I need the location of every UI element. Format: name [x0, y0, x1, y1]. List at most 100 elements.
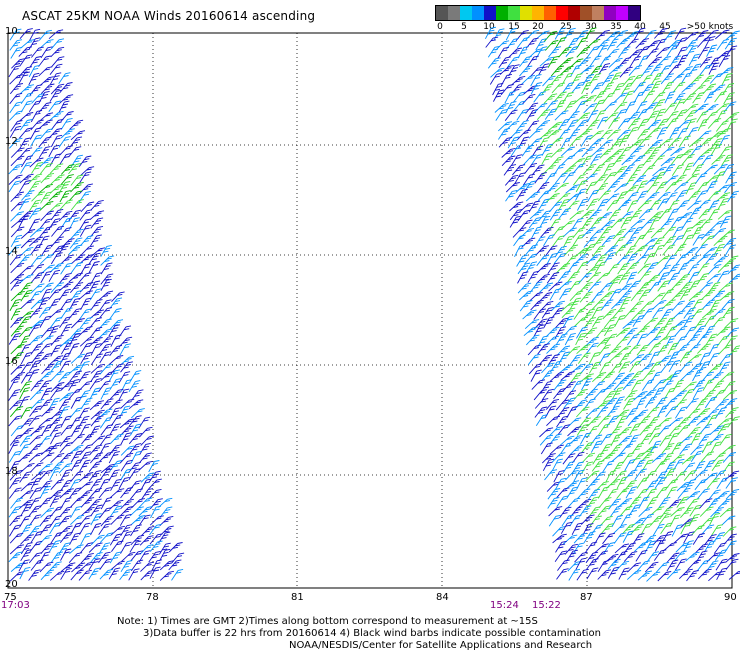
wind-barb — [148, 478, 162, 490]
wind-barb — [30, 398, 45, 410]
wind-barb — [612, 228, 627, 240]
wind-barb — [683, 469, 697, 481]
wind-barb — [687, 200, 702, 211]
wind-barb — [59, 531, 73, 543]
wind-barb — [647, 119, 661, 130]
wind-barb — [567, 37, 580, 50]
wind-barb — [704, 396, 718, 409]
wind-barb — [619, 211, 634, 222]
wind-barb — [563, 397, 576, 409]
wind-barb — [672, 379, 684, 392]
wind-barb — [78, 308, 92, 321]
wind-barb — [548, 137, 563, 148]
wind-barb — [688, 53, 700, 66]
wind-barb — [48, 561, 62, 573]
wind-barb — [715, 184, 730, 195]
wind-barb — [722, 452, 736, 463]
wind-barb — [591, 460, 605, 472]
wind-barb — [713, 243, 725, 256]
wind-barb — [20, 503, 32, 516]
wind-barb — [130, 524, 142, 537]
wind-barb — [647, 416, 660, 428]
wind-barb — [598, 344, 611, 356]
wind-barb — [685, 254, 700, 266]
wind-barb — [99, 299, 112, 311]
wind-barb — [683, 314, 695, 328]
wind-barb — [660, 156, 676, 167]
wind-barb — [510, 75, 526, 86]
wind-barb — [30, 271, 45, 283]
wind-barb — [638, 135, 652, 147]
wind-barb — [498, 56, 511, 69]
wind-barb — [30, 531, 43, 543]
wind-barb — [565, 46, 579, 57]
wind-barb — [39, 371, 54, 382]
wind-barb — [608, 65, 623, 75]
wind-barb — [630, 523, 644, 535]
wind-barb — [50, 282, 64, 293]
wind-barb — [706, 180, 718, 193]
wind-barb — [614, 244, 629, 255]
wind-barb — [68, 388, 82, 400]
wind-barb — [636, 180, 648, 193]
wind-barb — [689, 504, 702, 517]
wind-barb — [725, 553, 740, 563]
wind-barb — [574, 253, 589, 265]
wind-barb — [497, 121, 513, 132]
wind-barb — [641, 370, 656, 382]
wind-barb — [514, 172, 526, 185]
wind-barb — [609, 288, 622, 301]
wind-barb — [548, 281, 563, 292]
wind-barb — [536, 181, 550, 194]
wind-barb — [505, 182, 520, 193]
wind-barb — [699, 56, 713, 68]
wind-barb — [28, 569, 41, 581]
wind-barb — [527, 353, 541, 366]
wind-barb — [522, 173, 535, 186]
wind-barb — [707, 264, 722, 275]
wind-barb — [99, 532, 114, 544]
wind-barb — [655, 396, 668, 409]
wind-barb — [501, 147, 516, 158]
wind-barb — [579, 373, 594, 383]
wind-barb — [676, 199, 690, 211]
wind-barb — [576, 326, 588, 339]
wind-barb — [604, 324, 616, 337]
wind-barb — [541, 453, 556, 464]
wind-barb — [70, 262, 83, 274]
wind-barb — [592, 315, 604, 328]
wind-barb — [630, 290, 644, 302]
wind-barb — [718, 282, 733, 293]
wind-barb — [704, 315, 717, 327]
wind-barb — [634, 468, 647, 480]
wind-barb — [99, 558, 112, 570]
wind-barb — [635, 397, 647, 410]
wind-barb — [556, 263, 570, 274]
wind-barb — [581, 461, 594, 474]
wind-barb — [649, 210, 664, 221]
wind-barb — [168, 542, 183, 553]
wind-barb — [681, 217, 694, 230]
wind-barb — [669, 126, 681, 139]
wind-barb — [717, 270, 729, 283]
wind-barb — [721, 73, 733, 86]
wind-barb — [622, 90, 635, 103]
wind-barb — [128, 468, 141, 481]
legend-label: 35 — [610, 22, 622, 32]
wind-barb — [90, 199, 104, 211]
wind-barb — [69, 237, 83, 249]
wind-barb — [49, 424, 62, 436]
wind-barb — [728, 345, 740, 357]
wind-barb — [725, 30, 740, 41]
wind-barb — [10, 364, 25, 375]
wind-barb — [653, 549, 667, 561]
wind-barb — [150, 505, 162, 519]
wind-barb — [658, 513, 672, 525]
wind-barb — [587, 189, 599, 202]
wind-barb — [617, 262, 630, 275]
wind-barb — [49, 495, 61, 508]
wind-barb — [623, 542, 636, 554]
wind-barb — [612, 307, 626, 319]
wind-barb — [21, 190, 35, 201]
wind-barb — [563, 171, 576, 184]
